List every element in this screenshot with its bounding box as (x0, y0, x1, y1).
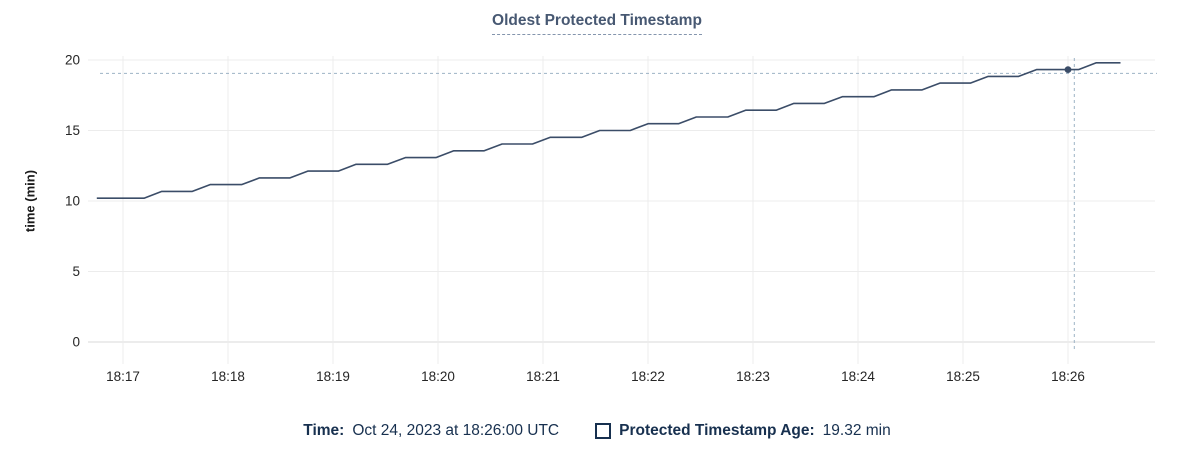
y-tick-label: 5 (72, 264, 80, 279)
x-tick-label: 18:22 (631, 369, 665, 384)
legend-time-value: Oct 24, 2023 at 18:26:00 UTC (352, 422, 560, 439)
x-tick-label: 18:25 (946, 369, 980, 384)
x-tick-label: 18:24 (841, 369, 875, 384)
x-tick-label: 18:20 (421, 369, 455, 384)
legend-series-value: 19.32 min (822, 422, 891, 439)
x-tick-label: 18:26 (1051, 369, 1085, 384)
legend-time-label: Time: (303, 422, 345, 439)
x-tick-label: 18:23 (736, 369, 770, 384)
hover-point-dot (1064, 66, 1072, 73)
chart-canvas[interactable]: 0 5 10 15 20 18:17 18:18 18:19 18:20 18:21 18:22 18… (0, 0, 1194, 400)
y-tick-label: 15 (65, 123, 80, 138)
chart-legend: Time: Oct 24, 2023 at 18:26:00 UTC Prote… (0, 416, 1194, 446)
y-tick-label: 20 (65, 53, 80, 68)
x-tick-label: 18:19 (316, 369, 350, 384)
legend-series-label: Protected Timestamp Age: (619, 422, 815, 439)
x-tick-label: 18:21 (526, 369, 560, 384)
chart-title[interactable]: Oldest Protected Timestamp (492, 12, 702, 35)
x-tick-label: 18:18 (211, 369, 245, 384)
y-tick-label: 0 (72, 335, 80, 350)
legend-series-toggle[interactable]: Protected Timestamp Age: 19.32 min (595, 422, 891, 440)
x-tick-label: 18:17 (106, 369, 140, 384)
series-line (96, 61, 1121, 199)
chart-title-row: Oldest Protected Timestamp (0, 12, 1194, 35)
series-checkbox-icon[interactable] (595, 423, 612, 439)
y-tick-label: 10 (65, 194, 80, 209)
